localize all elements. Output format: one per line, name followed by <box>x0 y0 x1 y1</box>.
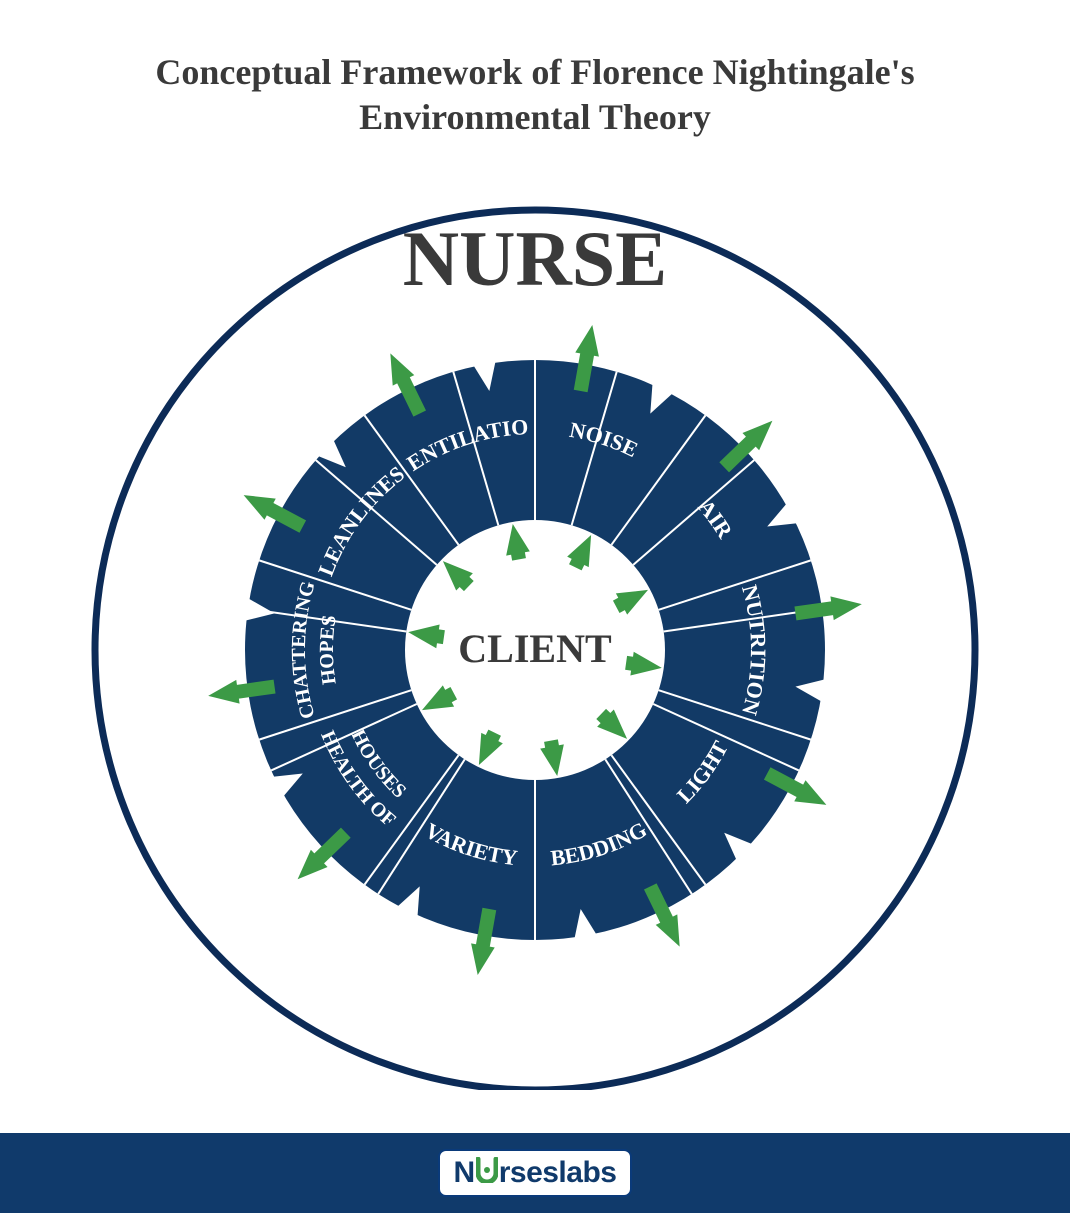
arrow <box>502 741 526 778</box>
nurseslabs-logo: Nrseslabs <box>438 1149 633 1197</box>
diagram-container: NURSENOISEAIRNUTRITIONLIGHTBEDDINGVARIET… <box>0 170 1070 1090</box>
diagram-title: Conceptual Framework of Florence Nightin… <box>0 0 1070 140</box>
arrow <box>479 730 503 765</box>
segment-label: HOPES <box>316 614 341 686</box>
arrow <box>613 590 648 615</box>
arrow <box>471 532 495 567</box>
arrow <box>422 685 457 710</box>
title-line-2: Environmental Theory <box>359 97 711 137</box>
arrow <box>506 524 530 561</box>
framework-diagram: NURSENOISEAIRNUTRITIONLIGHTBEDDINGVARIET… <box>75 170 995 1090</box>
arrow <box>626 621 663 645</box>
arrow <box>544 523 568 560</box>
footer-bar: Nrseslabs <box>0 1133 1070 1213</box>
logo-u-icon <box>476 1157 498 1189</box>
segment-label: CLEANLINESS <box>75 170 409 579</box>
nurse-label: NURSE <box>403 215 667 302</box>
arrow <box>419 582 454 607</box>
arrow <box>601 556 632 586</box>
arrow <box>575 733 599 768</box>
arrow <box>616 693 651 718</box>
logo-text-part2: rseslabs <box>499 1158 617 1188</box>
arrow <box>567 535 591 570</box>
logo-text-part1: N <box>454 1158 475 1188</box>
arrow <box>408 624 445 648</box>
arrow <box>407 655 444 679</box>
arrow <box>540 739 564 776</box>
title-line-1: Conceptual Framework of Florence Nightin… <box>155 52 914 92</box>
client-label: CLIENT <box>458 626 612 671</box>
arrow <box>438 714 469 744</box>
arrow <box>596 709 627 739</box>
arrow <box>443 561 474 591</box>
arrow <box>625 652 662 676</box>
